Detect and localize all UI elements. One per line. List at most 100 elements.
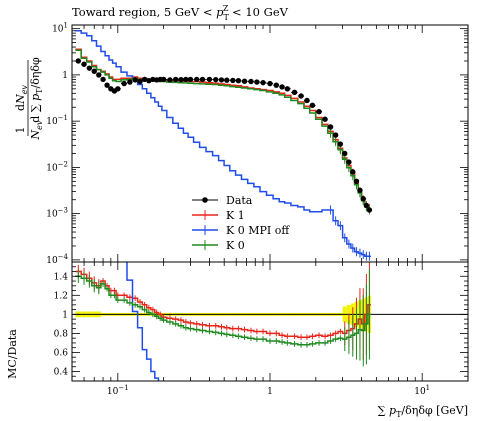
data-point	[218, 77, 225, 83]
data-point	[254, 79, 260, 85]
x-tick-label: 101	[414, 384, 430, 397]
data-point	[322, 116, 328, 122]
data-point	[96, 72, 102, 78]
legend: Data K 1 K 0 MPI off K 0	[192, 194, 290, 252]
data-point	[360, 196, 366, 202]
data-point	[206, 76, 213, 83]
ratio-curves	[75, 262, 371, 381]
data-point	[121, 80, 127, 87]
y-ticks-ratio: 1.4 1.2 1 0.8 0.6 0.4	[54, 266, 468, 382]
data-point	[316, 109, 322, 115]
data-point	[183, 76, 189, 83]
data-point	[91, 68, 97, 74]
legend-item-k-0-mpi-off: K 0 MPI off	[192, 224, 290, 237]
data-point	[241, 78, 248, 84]
data-point	[213, 76, 219, 83]
data-point	[273, 82, 279, 88]
data-point	[187, 76, 194, 83]
chart-title: Toward region, 5 GeV < pTZ < 10 GeV	[72, 4, 289, 22]
ratio-k-0-mpi-off	[126, 262, 160, 381]
y-tick-label: 10−3	[46, 207, 68, 220]
data-point	[104, 82, 110, 88]
y-tick-label: 0.6	[54, 348, 69, 358]
data-point	[167, 77, 173, 83]
data-point	[115, 86, 121, 92]
data-point	[366, 207, 373, 213]
series-k-1	[75, 48, 371, 210]
y-tick-label: 1.4	[54, 272, 69, 282]
legend-item-k-0: K 0	[192, 239, 245, 252]
data-point	[291, 89, 298, 96]
data-point	[224, 77, 230, 83]
title-group: Toward region, 5 GeV < pTZ < 10 GeV	[72, 4, 289, 22]
data-point	[267, 80, 273, 87]
data-point	[172, 76, 179, 83]
x-tick-label: 10−1	[107, 384, 129, 397]
svg-text:1: 1	[14, 127, 27, 134]
ratio-k-1	[75, 270, 371, 338]
legend-label: K 0	[226, 239, 245, 252]
y-tick-label: 10−2	[46, 160, 68, 173]
x-tick-label: 1	[267, 387, 273, 397]
data-point	[194, 76, 200, 83]
data-point	[248, 78, 254, 85]
data-point	[127, 79, 133, 85]
data-point	[332, 132, 339, 138]
data-point	[81, 61, 87, 67]
y-tick-label: 0.8	[54, 329, 69, 339]
data-point	[235, 77, 242, 84]
data-point	[309, 102, 316, 109]
y-axis-label-main: dNev Nev d ∑ pT/δηδφ 1	[14, 57, 44, 141]
data-point	[357, 187, 363, 193]
data-point	[141, 76, 148, 83]
series-k-0	[75, 49, 371, 211]
data-point	[298, 93, 304, 99]
y-tick-label: 1	[62, 71, 68, 81]
y-tick-label: 0.4	[54, 367, 69, 377]
data-point	[342, 150, 348, 157]
ratio-panel: 10−1 1 101 1.4 1.2 1 0.8 0.6 0.4	[54, 25, 469, 397]
data-point	[86, 65, 93, 71]
ratio-k-0	[75, 275, 371, 346]
series-k-0-mpi-off	[75, 30, 371, 257]
legend-label: K 1	[226, 209, 245, 222]
data-point	[337, 141, 344, 147]
data-point	[100, 76, 106, 83]
main-panel: 101 1 10−1 10−2 10−3 10−4	[46, 22, 469, 266]
svg-text:d ∑ pT/δηδφ: d ∑ pT/δηδφ	[29, 57, 44, 123]
y-tick-label: 10−1	[46, 114, 68, 127]
data-point	[199, 76, 206, 83]
data-point	[284, 86, 291, 92]
data-point	[137, 78, 143, 85]
data-point	[75, 58, 81, 64]
data-point	[132, 77, 138, 83]
y-axis-label-ratio: MC/Data	[6, 329, 19, 379]
y-tick-label: 101	[52, 22, 68, 35]
y-tick-label: 1.2	[54, 291, 68, 301]
legend-item-k-1: K 1	[192, 209, 245, 222]
data-point	[230, 77, 236, 84]
legend-item-data: Data	[192, 194, 253, 207]
data-point	[260, 79, 266, 86]
legend-label: K 0 MPI off	[226, 224, 290, 237]
data-point	[304, 97, 310, 104]
mc-curves	[75, 30, 371, 261]
data-point	[346, 159, 352, 165]
y-tick-label: 10−4	[46, 253, 68, 266]
data-point	[279, 84, 285, 90]
x-minor-ticks	[71, 25, 469, 381]
svg-text:dNev: dNev	[14, 85, 29, 111]
y-tick-label: 1	[62, 310, 68, 320]
data-point	[178, 76, 184, 83]
x-tick-labels: 10−1 1 101	[107, 384, 430, 397]
x-axis-label: ∑ pT/δηδφ [GeV]	[378, 404, 468, 419]
data-point	[350, 169, 356, 175]
data-point	[160, 76, 167, 83]
data-point	[363, 202, 370, 209]
legend-marker	[202, 197, 208, 203]
data-point	[327, 124, 334, 130]
series-data	[75, 58, 373, 213]
legend-label: Data	[226, 194, 253, 207]
data-point	[353, 178, 360, 185]
